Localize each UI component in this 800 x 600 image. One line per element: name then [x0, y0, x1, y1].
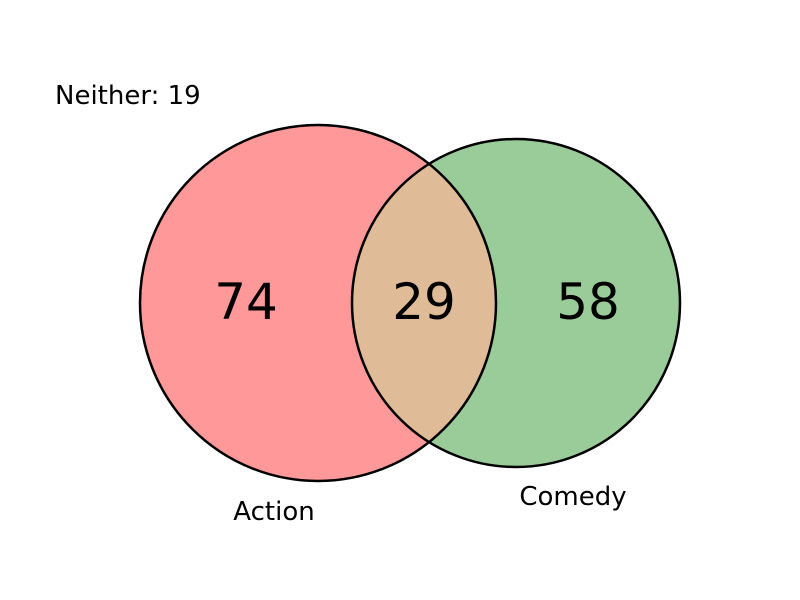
action-outline [138, 123, 498, 483]
intersection-region [352, 139, 496, 467]
action-label: Action [233, 497, 314, 527]
action-only-count: 74 [214, 273, 278, 331]
comedy-only-count: 58 [556, 273, 620, 331]
comedy-label: Comedy [519, 482, 626, 512]
intersection-count: 29 [392, 273, 456, 331]
comedy-outline [350, 137, 682, 469]
neither-label: Neither: 19 [55, 81, 201, 111]
